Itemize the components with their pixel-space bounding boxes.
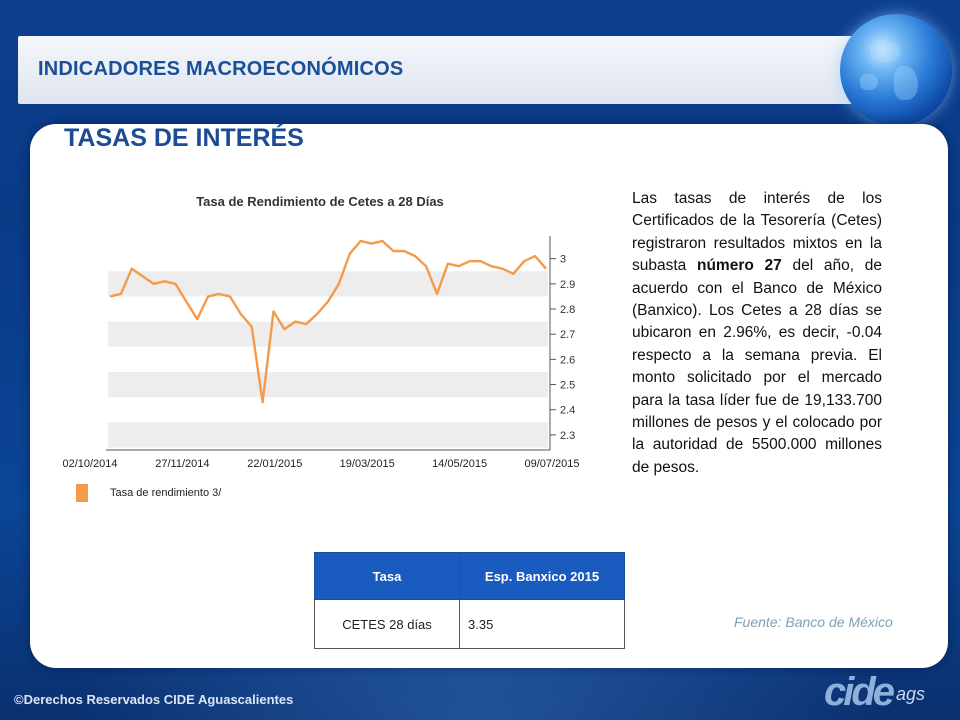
y-tick-label: 2.5: [560, 380, 575, 392]
grid-band: [108, 371, 548, 398]
description-text: Las tasas de interés de los Certificados…: [632, 188, 882, 479]
cide-logo: cide ags: [818, 670, 938, 716]
y-tick-label: 2.6: [560, 354, 575, 366]
x-tick-label: 14/05/2015: [432, 458, 487, 470]
x-tick-label: 22/01/2015: [247, 458, 302, 470]
source-note: Fuente: Banco de México: [734, 614, 893, 630]
series-line: [109, 239, 547, 404]
table-header-row: Tasa Esp. Banxico 2015: [314, 552, 625, 600]
line-chart: 2.3 2.4 2.5 2.6 2.7 2.8 2.9 3 02/10/2014 27/11/20…: [62, 236, 580, 502]
description-bold: número 27: [697, 257, 782, 275]
logo-small-text: ags: [896, 684, 926, 704]
legend-label: Tasa de rendimiento 3/: [110, 487, 222, 499]
y-tick-label: 2.7: [560, 329, 575, 341]
x-tick-label: 27/11/2014: [155, 458, 209, 470]
logo-text: cide: [824, 670, 895, 714]
grid-band: [108, 422, 548, 448]
table-cell-instrument: CETES 28 días: [314, 599, 460, 649]
y-tick-label: 2.3: [560, 430, 575, 442]
globe-icon: [840, 14, 952, 126]
y-tick-label: 2.9: [560, 279, 575, 291]
x-tick-label: 09/07/2015: [524, 458, 579, 470]
table-header-tasa: Tasa: [314, 552, 460, 600]
section-title: TASAS DE INTERÉS: [64, 124, 304, 152]
legend-swatch: [76, 484, 88, 502]
header-title: INDICADORES MACROECONÓMICOS: [38, 58, 404, 80]
x-tick-label: 02/10/2014: [62, 458, 117, 470]
chart-title: Tasa de Rendimiento de Cetes a 28 Días: [196, 194, 444, 209]
description-part-1: Las tasas de interés de los Certificados…: [632, 190, 882, 275]
footer-copyright: ©Derechos Reservados CIDE Aguascalientes: [14, 692, 294, 707]
header-bar: INDICADORES MACROECONÓMICOS: [18, 36, 853, 104]
table-row: CETES 28 días 3.35: [314, 599, 625, 649]
y-tick-label: 3: [560, 254, 566, 266]
description-part-2: del año, de acuerdo con el Banco de Méxi…: [632, 257, 882, 476]
x-tick-label: 19/03/2015: [340, 458, 395, 470]
table-header-esp-banxico: Esp. Banxico 2015: [459, 552, 625, 600]
forecast-table: Tasa Esp. Banxico 2015 CETES 28 días 3.3…: [314, 552, 625, 649]
grid-band: [108, 321, 548, 347]
y-tick-label: 2.4: [560, 405, 575, 417]
table-cell-value: 3.35: [459, 599, 625, 649]
y-tick-label: 2.8: [560, 304, 575, 316]
